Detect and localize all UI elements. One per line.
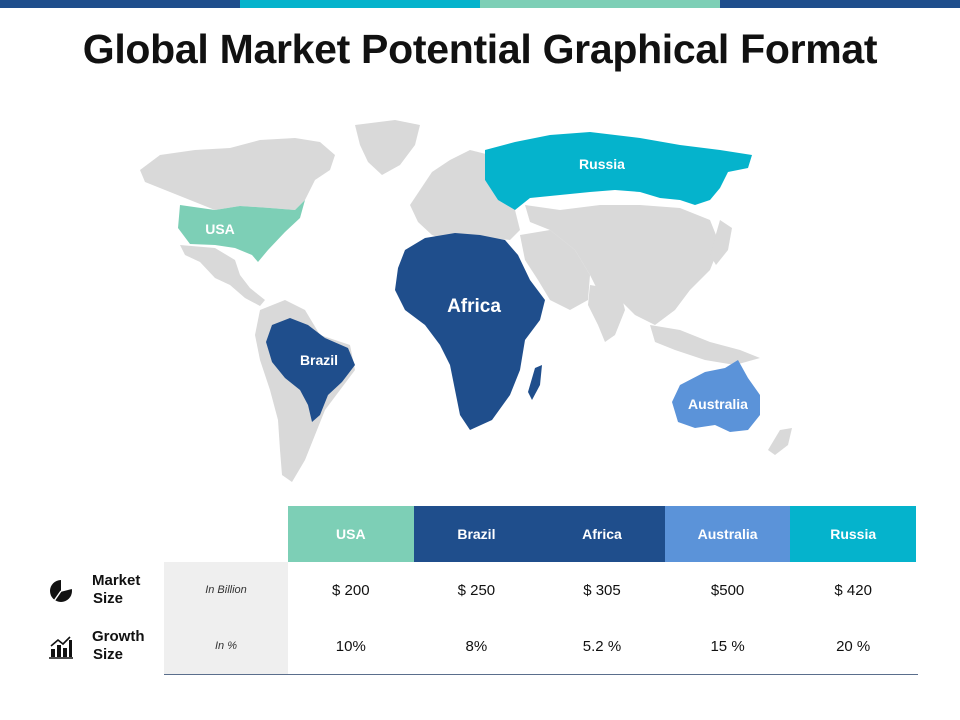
- table-bottom-rule: [164, 674, 918, 675]
- top-accent-bar: [0, 0, 960, 8]
- brazil-region: [266, 318, 355, 422]
- southeast-asia-land: [650, 325, 760, 365]
- cell-market-australia: $500: [710, 581, 745, 599]
- row-unit-growth-size: In %: [164, 618, 288, 674]
- page-title: Global Market Potential Graphical Format: [82, 26, 878, 72]
- row-label-line1: Market: [92, 572, 141, 589]
- usa-label: USA: [205, 221, 235, 237]
- asia-land: [525, 205, 720, 325]
- brazil-label: Brazil: [300, 352, 338, 368]
- middle-east-land: [520, 230, 590, 310]
- japan-land: [710, 220, 732, 265]
- top-bar-segment-3: [480, 0, 720, 8]
- top-bar-segment-1: [0, 0, 240, 8]
- cell-market-africa: $ 305: [583, 581, 621, 599]
- cell-market-brazil: $ 250: [457, 581, 496, 599]
- cell-growth-russia: 20 %: [836, 637, 871, 655]
- greenland-land: [355, 120, 420, 175]
- cell-growth-brazil: 8%: [465, 637, 488, 655]
- row-label-line2: Size: [93, 590, 124, 607]
- column-header-australia: Australia: [664, 506, 791, 562]
- africa-label-bg: [433, 286, 517, 322]
- column-header-africa: Africa: [539, 506, 665, 562]
- central-america-land: [180, 245, 265, 306]
- russia-region: [485, 132, 752, 210]
- row-values-growth-size: 10% 8% 5.2 % 15 % 20 %: [288, 618, 916, 674]
- australia-label: Australia: [688, 396, 748, 412]
- cell-growth-africa: 5.2 %: [582, 637, 622, 655]
- pie-chart-icon: [50, 579, 73, 602]
- africa-region: [395, 233, 545, 430]
- row-unit-market-size: In Billion: [164, 562, 288, 618]
- africa-label: Africa: [447, 296, 501, 317]
- table-row-growth-size: Growth Size In % 10% 8% 5.2 % 15 % 20 %: [40, 618, 920, 674]
- india-land: [588, 285, 625, 342]
- australia-region: [672, 360, 760, 432]
- column-header-brazil: Brazil: [413, 506, 540, 562]
- madagascar-region: [528, 365, 542, 400]
- table-row-market-size: Market Size In Billion $ 200 $ 250 $ 305…: [40, 562, 920, 618]
- bar-chart-icon: [49, 636, 73, 659]
- column-header-russia: Russia: [790, 506, 916, 562]
- russia-label: Russia: [579, 156, 625, 172]
- cell-growth-usa: 10%: [335, 637, 366, 655]
- usa-region: [178, 200, 305, 262]
- world-map: USA Russia Africa Brazil Australia: [120, 110, 840, 490]
- cell-growth-australia: 15 %: [710, 637, 745, 655]
- top-bar-segment-2: [240, 0, 480, 8]
- world-map-svg: USA Russia Africa Brazil Australia: [140, 120, 792, 482]
- row-label-line1: Growth: [92, 628, 145, 645]
- cell-market-usa: $ 200: [332, 581, 370, 599]
- north-america-land: [140, 138, 335, 210]
- table-header-row: USA Brazil Africa Australia Russia: [288, 506, 916, 562]
- row-values-market-size: $ 200 $ 250 $ 305 $500 $ 420: [288, 562, 916, 618]
- new-zealand-land: [768, 428, 792, 455]
- row-label-market-size: Market Size: [92, 572, 162, 608]
- column-header-usa: USA: [288, 506, 414, 562]
- row-label-line2: Size: [93, 646, 124, 663]
- cell-market-russia: $ 420: [834, 581, 872, 599]
- top-bar-segment-4: [720, 0, 960, 8]
- row-label-growth-size: Growth Size: [92, 628, 162, 664]
- europe-land: [410, 150, 520, 245]
